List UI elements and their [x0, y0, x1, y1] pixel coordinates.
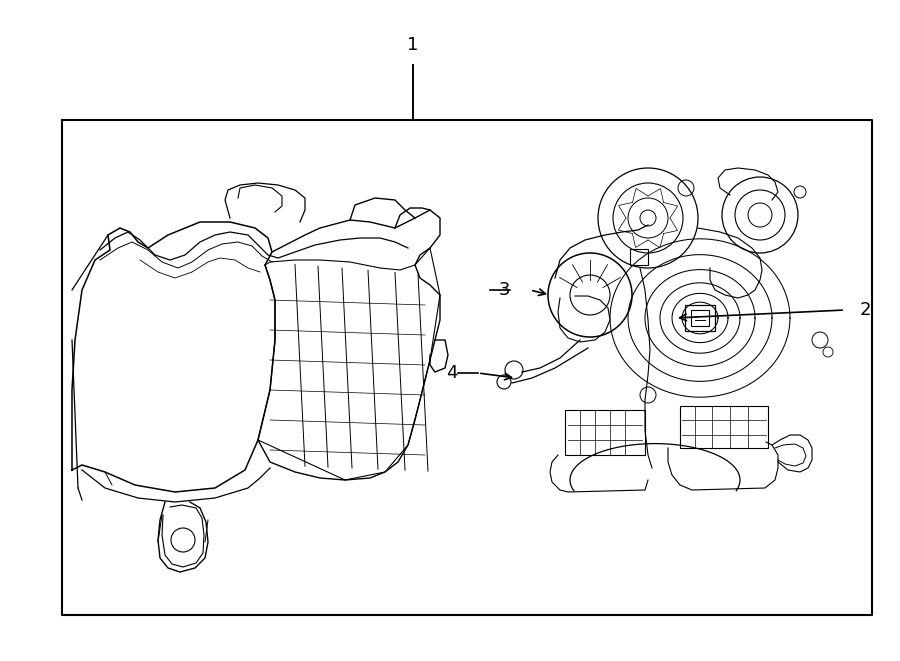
Bar	[685, 305, 715, 331]
Text: 3: 3	[499, 281, 510, 299]
Text: 1: 1	[408, 36, 418, 54]
Bar	[630, 249, 648, 265]
Text: 4: 4	[446, 364, 458, 382]
Bar	[691, 310, 709, 326]
Bar	[680, 406, 768, 448]
Text: 2: 2	[860, 301, 871, 319]
Bar	[565, 410, 645, 455]
